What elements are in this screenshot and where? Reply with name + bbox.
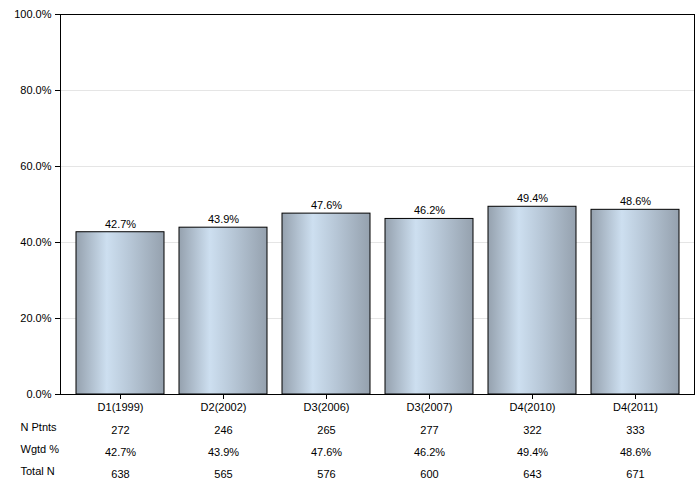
svg-text:60.0%: 60.0% (20, 160, 51, 172)
svg-text:49.4%: 49.4% (517, 446, 548, 458)
svg-text:40.0%: 40.0% (20, 236, 51, 248)
svg-text:49.4%: 49.4% (517, 192, 548, 204)
svg-text:277: 277 (420, 424, 438, 436)
svg-text:565: 565 (214, 468, 232, 480)
svg-text:322: 322 (523, 424, 541, 436)
svg-text:42.7%: 42.7% (105, 446, 136, 458)
svg-text:46.2%: 46.2% (414, 204, 445, 216)
svg-text:100.0%: 100.0% (14, 8, 52, 20)
svg-text:80.0%: 80.0% (20, 84, 51, 96)
svg-text:47.6%: 47.6% (311, 446, 342, 458)
svg-text:D3(2007): D3(2007) (407, 401, 453, 413)
svg-text:N Ptnts: N Ptnts (21, 421, 58, 433)
svg-text:333: 333 (626, 424, 644, 436)
svg-text:Total N: Total N (21, 465, 55, 477)
svg-text:47.6%: 47.6% (311, 199, 342, 211)
svg-text:48.6%: 48.6% (620, 195, 651, 207)
svg-text:42.7%: 42.7% (105, 218, 136, 230)
svg-text:671: 671 (626, 468, 644, 480)
svg-text:43.9%: 43.9% (208, 446, 239, 458)
svg-text:D1(1999): D1(1999) (98, 401, 144, 413)
svg-text:643: 643 (523, 468, 541, 480)
svg-text:48.6%: 48.6% (620, 446, 651, 458)
svg-text:D4(2011): D4(2011) (613, 401, 658, 413)
svg-text:576: 576 (317, 468, 335, 480)
svg-text:638: 638 (111, 468, 129, 480)
svg-text:246: 246 (214, 424, 232, 436)
svg-text:D4(2010): D4(2010) (510, 401, 556, 413)
svg-text:D3(2006): D3(2006) (304, 401, 350, 413)
svg-text:46.2%: 46.2% (414, 446, 445, 458)
svg-text:20.0%: 20.0% (20, 312, 51, 324)
svg-text:600: 600 (420, 468, 438, 480)
svg-text:43.9%: 43.9% (208, 213, 239, 225)
svg-text:272: 272 (111, 424, 129, 436)
svg-text:Wgtd %: Wgtd % (21, 443, 60, 455)
svg-text:265: 265 (317, 424, 335, 436)
svg-text:0.0%: 0.0% (26, 388, 51, 400)
svg-text:D2(2002): D2(2002) (201, 401, 247, 413)
